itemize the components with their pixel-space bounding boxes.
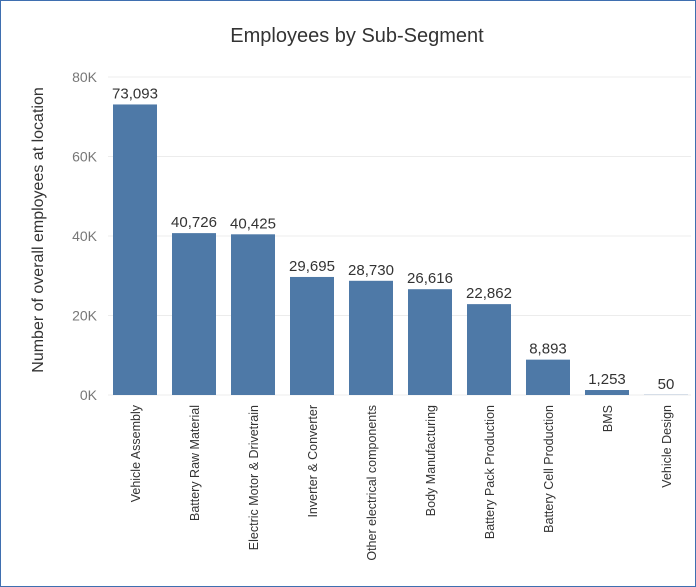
bar [172, 233, 216, 395]
y-tick-label: 60K [72, 149, 98, 165]
bar [585, 390, 629, 395]
bar [231, 234, 275, 395]
y-axis-ticks: 0K 20K 40K 60K 80K [72, 69, 98, 403]
x-tick-label: Body Manufacturing [424, 405, 438, 516]
data-label: 1,253 [588, 371, 626, 388]
x-tick-label: Battery Pack Production [483, 405, 497, 539]
data-label: 22,862 [466, 285, 512, 302]
data-label: 40,726 [171, 214, 217, 231]
bar [113, 104, 157, 395]
data-label: 26,616 [407, 270, 453, 287]
data-labels: 73,093 40,726 40,425 29,695 28,730 26,616 22,8… [112, 85, 674, 392]
bar [526, 359, 570, 395]
y-tick-label: 40K [72, 228, 98, 244]
x-tick-label: Battery Raw Material [188, 405, 202, 521]
bar [290, 276, 334, 395]
data-label: 28,730 [348, 262, 394, 279]
x-tick-label: Vehicle Assembly [129, 404, 143, 502]
x-tick-label: Inverter & Converter [306, 405, 320, 518]
bar [408, 289, 452, 395]
chart-title: Employees by Sub-Segment [230, 25, 484, 47]
y-tick-label: 0K [80, 387, 98, 403]
y-axis-label: Number of overall employees at location [30, 87, 47, 372]
data-label: 50 [658, 376, 675, 393]
bars [113, 104, 688, 395]
x-axis-ticks: Vehicle Assembly Battery Raw Material Elec… [129, 404, 674, 560]
data-label: 29,695 [289, 258, 335, 275]
bar [349, 280, 393, 395]
x-tick-label: Electric Motor & Drivetrain [247, 405, 261, 550]
data-label: 8,893 [529, 341, 567, 358]
y-tick-label: 20K [72, 308, 98, 324]
y-tick-label: 80K [72, 69, 98, 85]
bar [467, 304, 511, 395]
data-label: 40,425 [230, 215, 276, 232]
data-label: 73,093 [112, 85, 158, 102]
x-tick-label: Battery Cell Production [542, 405, 556, 533]
x-tick-label: BMS [601, 405, 615, 432]
x-tick-label: Other electrical components [365, 405, 379, 561]
x-tick-label: Vehicle Design [660, 405, 674, 488]
